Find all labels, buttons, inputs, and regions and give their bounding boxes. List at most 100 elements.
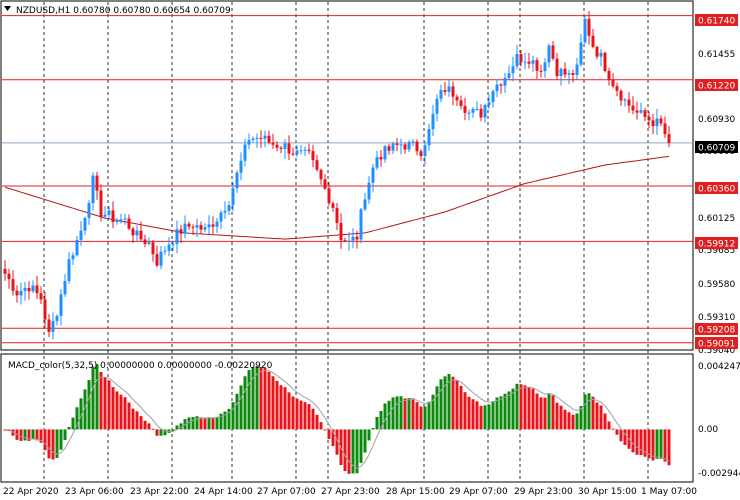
macd-bar <box>415 402 419 430</box>
candle-body <box>243 144 247 161</box>
candle-body <box>507 73 511 78</box>
macd-signal <box>4 369 670 469</box>
candle-body <box>111 210 115 222</box>
macd-bar <box>31 429 35 440</box>
horizontal-levels <box>2 15 693 344</box>
candle-body <box>255 137 259 139</box>
macd-bar <box>191 417 195 430</box>
macd-bar <box>367 429 371 441</box>
macd-bar <box>459 385 463 430</box>
candle-body <box>83 217 87 231</box>
candle-body <box>519 53 523 63</box>
candle-body <box>19 290 23 296</box>
symbol-header-text: NZDUSD,H1 0.60780 0.60780 0.60654 0.6070… <box>16 6 231 16</box>
macd-bar <box>443 376 447 430</box>
candle-body <box>275 144 279 148</box>
macd-bar <box>439 379 443 430</box>
macd-bar <box>335 429 339 455</box>
candle-body <box>203 227 207 230</box>
candle-body <box>103 214 107 217</box>
candle-body <box>571 73 575 76</box>
candle-body <box>119 219 123 221</box>
candle-body <box>563 68 567 75</box>
macd-bar <box>99 371 103 430</box>
macd-bar <box>3 429 7 431</box>
candle-body <box>471 109 475 113</box>
candle-body <box>315 160 319 170</box>
macd-bar <box>231 402 235 430</box>
macd-bar <box>371 428 375 430</box>
candle-body <box>583 18 587 43</box>
macd-bar <box>155 429 159 436</box>
candle-body <box>107 210 111 215</box>
macd-bar <box>219 413 223 430</box>
macd-bar <box>479 405 483 430</box>
level-label-box <box>695 14 738 26</box>
macd-bar <box>275 380 279 430</box>
level-label-box <box>695 337 738 349</box>
macd-bar <box>259 367 263 430</box>
time-label: 29 Apr 23:00 <box>514 487 573 497</box>
candle-body <box>131 228 135 236</box>
candle-body <box>603 52 607 71</box>
macd-bar <box>631 429 635 453</box>
candle-body <box>479 108 483 118</box>
time-label: 23 Apr 22:00 <box>130 487 189 497</box>
candle-body <box>31 285 35 292</box>
macd-bar <box>571 414 575 430</box>
macd-bar <box>207 417 211 430</box>
macd-bar <box>503 393 507 430</box>
candle-body <box>451 86 455 97</box>
candle-body <box>267 135 271 143</box>
candle-body <box>523 61 527 63</box>
time-label: 29 Apr 07:00 <box>449 487 508 497</box>
macd-bar <box>223 411 227 430</box>
candle-body <box>599 52 603 57</box>
candle-body <box>179 229 183 234</box>
candle-body <box>387 146 391 151</box>
candle-body <box>91 175 95 204</box>
macd-bar <box>643 429 647 457</box>
macd-bar <box>471 399 475 430</box>
level-labels: 0.61740 0.61220 0.60709 0.60360 0.59912 … <box>695 14 738 350</box>
macd-bar <box>195 416 199 430</box>
candle-body <box>543 62 547 72</box>
candle-body <box>95 175 99 191</box>
macd-bar <box>179 423 183 430</box>
candle-body <box>279 147 283 149</box>
candle-body <box>663 123 667 135</box>
candle-body <box>487 102 491 105</box>
macd-bar <box>515 383 519 430</box>
macd-bar <box>11 429 15 436</box>
macd-bar <box>19 429 23 441</box>
macd-bar <box>491 401 495 430</box>
level-label: 0.60360 <box>698 185 735 195</box>
level-label-box <box>695 323 738 335</box>
candle-body <box>231 188 235 206</box>
macd-bar <box>227 408 231 430</box>
macd-bar <box>351 429 355 474</box>
candle-body <box>615 86 619 91</box>
candle-body <box>247 139 251 145</box>
macd-bar <box>383 403 387 430</box>
candle-body <box>223 210 227 213</box>
macd-bar <box>427 401 431 430</box>
candle-body <box>555 58 559 76</box>
collapse-triangle-icon[interactable] <box>4 6 11 11</box>
candle-body <box>443 90 447 92</box>
macd-bar <box>71 417 75 430</box>
candle-body <box>439 90 443 99</box>
candle-body <box>331 203 335 208</box>
macd-bar <box>495 397 499 430</box>
macd-bar <box>403 398 407 430</box>
candle-body <box>311 151 315 161</box>
macd-bar <box>391 397 395 430</box>
current-price-label: 0.60709 <box>698 144 735 154</box>
macd-bar <box>51 429 55 460</box>
macd-bar <box>163 429 167 436</box>
macd-tick: 0.00 <box>698 425 718 435</box>
candle-body <box>235 172 239 189</box>
candle-body <box>239 160 243 173</box>
time-label: 22 Apr 2020 <box>3 487 59 497</box>
price-panel[interactable] <box>0 0 694 351</box>
